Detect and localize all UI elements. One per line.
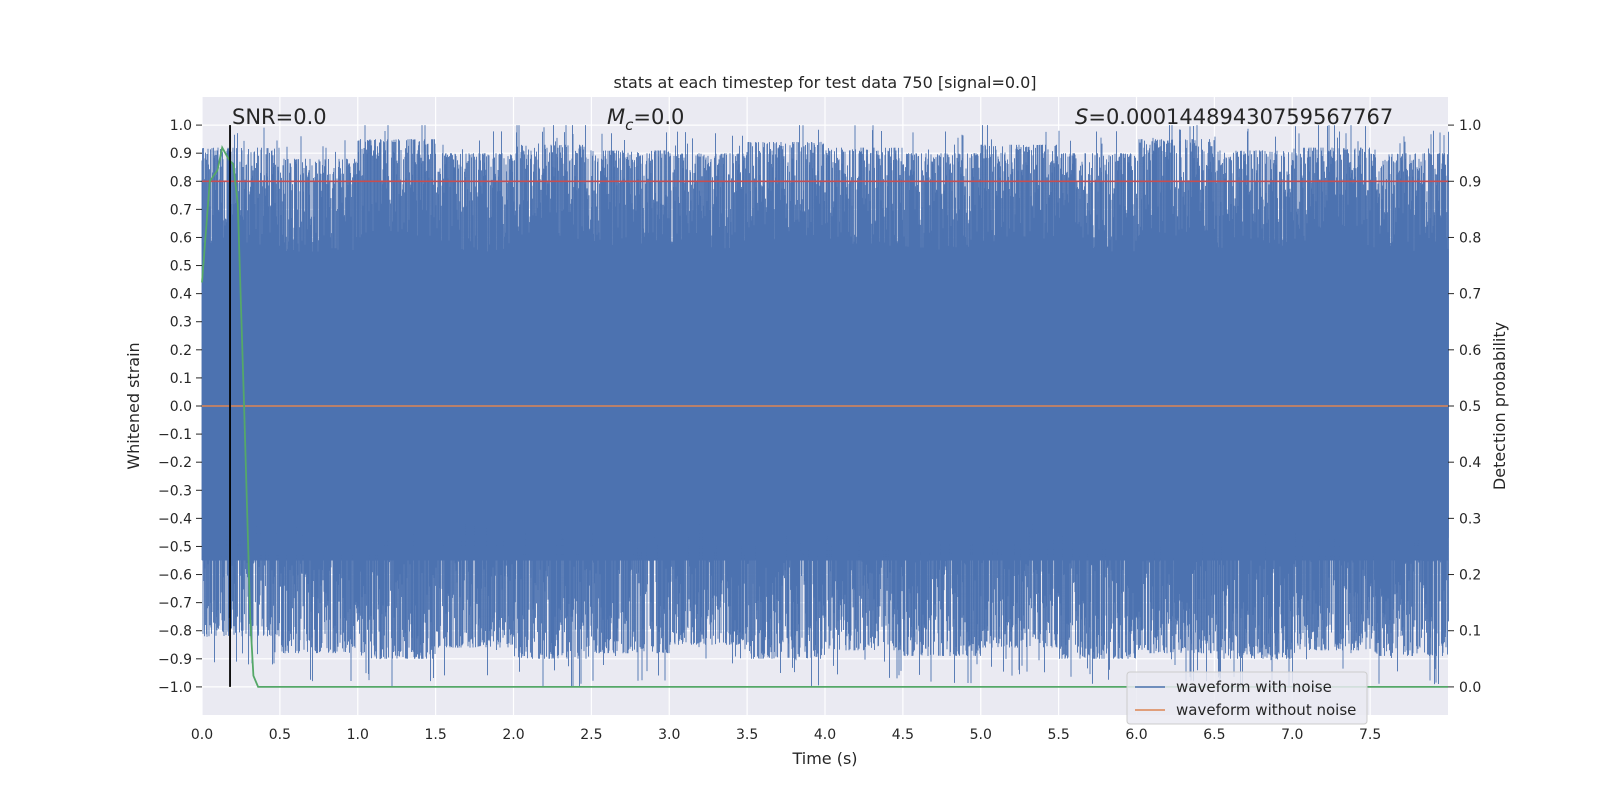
x-tick-label: 6.5 xyxy=(1203,727,1225,743)
y-right-tick-label: 0.0 xyxy=(1459,680,1481,696)
legend-label-clean: waveform without noise xyxy=(1176,701,1356,719)
y-tick-label: 1.0 xyxy=(170,118,192,134)
x-tick-label: 4.0 xyxy=(814,727,836,743)
y-tick-label: −0.2 xyxy=(158,455,192,471)
y-right-tick-label: 0.8 xyxy=(1459,230,1481,246)
x-tick-label: 1.5 xyxy=(424,727,446,743)
x-tick-label: 5.5 xyxy=(1047,727,1069,743)
y-tick-label: −0.4 xyxy=(158,511,192,527)
y-tick-label: 0.9 xyxy=(170,146,192,162)
y-tick-label: 0.0 xyxy=(170,399,192,415)
x-axis-label: Time (s) xyxy=(791,749,857,768)
y-tick-label: −0.6 xyxy=(158,568,192,584)
y-right-tick-label: 0.6 xyxy=(1459,343,1481,359)
tick-labels: 0.0 0.5 1.0 1.5 2.0 2.5 3.0 3.5 4.0 4.5 5.0 5.5 6.0 6… xyxy=(158,118,1481,743)
y-tick-label: −0.1 xyxy=(158,427,192,443)
y-tick-label: −0.5 xyxy=(158,539,192,555)
y-tick-label: 0.5 xyxy=(170,259,192,275)
y-right-tick-label: 0.3 xyxy=(1459,511,1481,527)
y-right-tick-label: 0.5 xyxy=(1459,399,1481,415)
plot-title: stats at each timestep for test data 750… xyxy=(613,73,1036,92)
snr-annotation: SNR=0.0 xyxy=(232,105,327,129)
y-tick-label: 0.6 xyxy=(170,230,192,246)
y-right-tick-label: 0.7 xyxy=(1459,287,1481,303)
y-right-tick-label: 1.0 xyxy=(1459,118,1481,134)
x-tick-label: 3.5 xyxy=(736,727,758,743)
legend: waveform with noise waveform without noi… xyxy=(1126,671,1368,725)
y-tick-label: 0.1 xyxy=(170,371,192,387)
s-annotation: S=0.00014489430759567767 xyxy=(1075,105,1393,129)
y-right-tick-label: 0.1 xyxy=(1459,624,1481,640)
y-tick-label: −0.8 xyxy=(158,624,192,640)
y-tick-label: 0.7 xyxy=(170,202,192,218)
y-tick-label: 0.4 xyxy=(170,287,192,303)
y-tick-label: −0.9 xyxy=(158,652,192,668)
x-tick-label: 7.0 xyxy=(1281,727,1303,743)
detection-probability-line xyxy=(201,145,1448,688)
x-tick-label: 1.0 xyxy=(347,727,369,743)
y-tick-label: 0.8 xyxy=(170,174,192,190)
y-tick-label: −0.7 xyxy=(158,596,192,612)
y-axis-label: Whitened strain xyxy=(124,342,143,469)
y-right-tick-label: 0.4 xyxy=(1459,455,1481,471)
noise-waveform-line xyxy=(201,125,1449,687)
legend-box xyxy=(1126,671,1368,725)
y-axis-right-label: Detection probability xyxy=(1490,322,1509,490)
y-tick-label: −0.3 xyxy=(158,483,192,499)
x-tick-label: 4.5 xyxy=(892,727,914,743)
x-tick-label: 0.0 xyxy=(191,727,213,743)
y-right-tick-label: 0.9 xyxy=(1459,174,1481,190)
y-tick-label: −1.0 xyxy=(158,680,192,696)
y-right-tick-label: 0.2 xyxy=(1459,568,1481,584)
x-tick-label: 0.5 xyxy=(269,727,291,743)
chirp-mass-annotation: Mc=0.0 xyxy=(607,105,684,134)
x-tick-label: 3.0 xyxy=(658,727,680,743)
x-tick-label: 7.5 xyxy=(1359,727,1381,743)
x-tick-label: 2.5 xyxy=(580,727,602,743)
legend-label-noise: waveform with noise xyxy=(1176,678,1332,696)
x-tick-label: 2.0 xyxy=(502,727,524,743)
x-tick-label: 5.0 xyxy=(970,727,992,743)
y-tick-label: 0.3 xyxy=(170,315,192,331)
series-lines xyxy=(201,125,1448,688)
x-tick-label: 6.0 xyxy=(1125,727,1147,743)
y-tick-label: 0.2 xyxy=(170,343,192,359)
